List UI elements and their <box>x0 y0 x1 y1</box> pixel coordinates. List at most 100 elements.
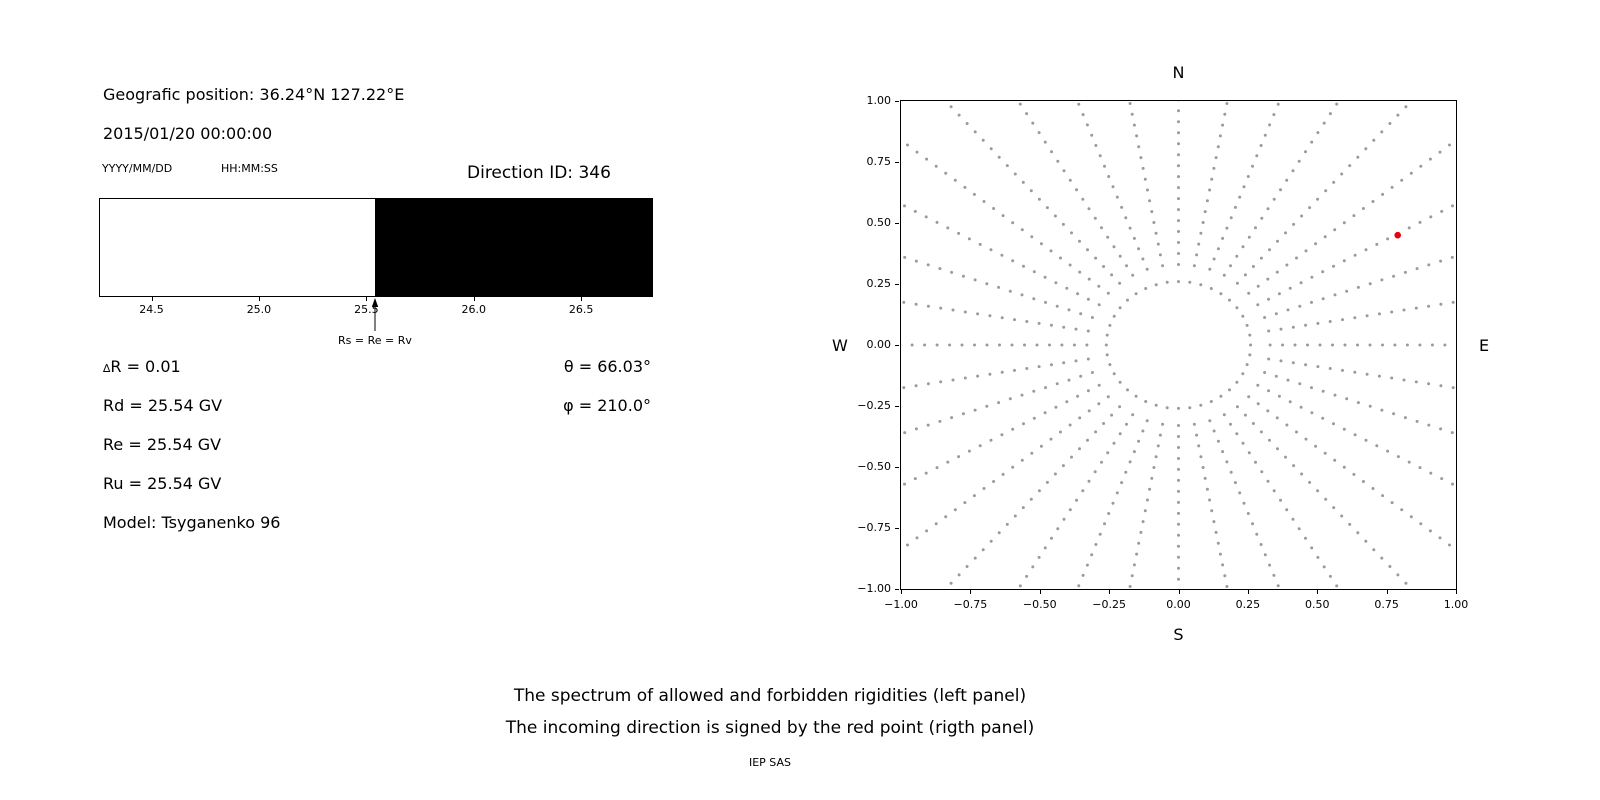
trajectory-point <box>1177 252 1180 255</box>
delta-r-value: R = 0.01 <box>110 357 181 376</box>
direction-id-text: Direction ID: 346 <box>467 163 611 183</box>
trajectory-point <box>924 471 928 475</box>
trajectory-point <box>915 536 919 540</box>
x-axis-tick-label: 0.50 <box>1305 598 1330 611</box>
trajectory-point <box>1020 228 1024 232</box>
trajectory-point <box>963 376 967 380</box>
trajectory-point <box>1212 166 1216 170</box>
trajectory-point <box>1407 460 1411 464</box>
trajectory-point <box>1304 249 1308 253</box>
trajectory-point <box>1060 343 1064 347</box>
trajectory-point <box>1308 480 1312 484</box>
trajectory-point <box>976 312 980 316</box>
trajectory-point <box>992 207 996 210</box>
trajectory-point <box>1342 221 1346 225</box>
trajectory-point <box>1381 343 1384 347</box>
trajectory-point <box>926 304 930 308</box>
trajectory-point <box>1054 281 1058 285</box>
trajectory-point <box>1266 479 1270 483</box>
trajectory-point <box>1324 189 1328 193</box>
trajectory-point <box>1404 105 1408 109</box>
trajectory-point <box>1276 239 1279 243</box>
trajectory-point <box>1154 403 1158 407</box>
trajectory-point <box>1333 458 1337 462</box>
trajectory-point <box>1388 122 1392 125</box>
trajectory-point <box>1233 481 1237 485</box>
trajectory-point <box>961 412 965 416</box>
trajectory-point <box>1348 522 1352 526</box>
trajectory-point <box>1177 478 1180 482</box>
trajectory-point <box>1208 419 1212 423</box>
trajectory-point <box>1065 286 1069 290</box>
y-axis-tick <box>895 162 899 163</box>
trajectory-point <box>946 460 950 464</box>
trajectory-point <box>939 380 943 384</box>
trajectory-point <box>1030 235 1034 239</box>
trajectory-point <box>1328 320 1332 323</box>
trajectory-point <box>1177 230 1180 233</box>
trajectory-point <box>973 556 977 560</box>
trajectory-point <box>1272 197 1276 201</box>
trajectory-point <box>1256 284 1260 288</box>
trajectory-point <box>1364 539 1368 543</box>
trajectory-point <box>1005 164 1009 168</box>
trajectory-point <box>934 164 938 168</box>
trajectory-point <box>1229 264 1232 268</box>
trajectory-point <box>1235 405 1239 409</box>
trajectory-point <box>1010 343 1014 347</box>
trajectory-point <box>1316 197 1320 201</box>
y-axis-tick-label: −0.25 <box>857 399 891 412</box>
trajectory-point <box>1266 207 1270 211</box>
trajectory-point <box>1177 153 1180 157</box>
trajectory-point <box>1242 185 1246 189</box>
y-axis-tick <box>895 101 899 102</box>
trajectory-point <box>1272 573 1276 577</box>
trajectory-point <box>1428 529 1432 533</box>
trajectory-point <box>1375 444 1379 448</box>
trajectory-point <box>1137 247 1141 251</box>
trajectory-point <box>1075 188 1078 192</box>
x-axis-tick-label: 1.00 <box>1443 598 1469 611</box>
trajectory-point <box>1428 157 1432 161</box>
trajectory-point <box>1079 374 1083 378</box>
spectrum-x-tick <box>581 297 583 301</box>
trajectory-point <box>1297 527 1301 531</box>
y-axis-tick-label: −1.00 <box>857 582 891 595</box>
trajectory-point <box>1390 501 1394 505</box>
trajectory-point <box>1148 199 1152 203</box>
y-axis-tick-label: 0.25 <box>866 277 892 290</box>
trajectory-point <box>903 431 907 435</box>
trajectory-point <box>1272 489 1276 493</box>
trajectory-point <box>1316 131 1320 135</box>
trajectory-point <box>1216 145 1220 149</box>
trajectory-point <box>1352 214 1356 218</box>
trajectory-point <box>1300 214 1304 218</box>
trajectory-point <box>1335 102 1339 106</box>
trajectory-point <box>1295 430 1298 434</box>
trajectory-point <box>1074 359 1078 363</box>
trajectory-point <box>1328 112 1332 116</box>
trajectory-point <box>972 494 976 498</box>
trajectory-point <box>914 302 918 306</box>
trajectory-point <box>1285 178 1289 182</box>
trajectory-point <box>1318 343 1322 347</box>
trajectory-point <box>957 455 961 459</box>
trajectory-point <box>967 237 971 241</box>
trajectory-point <box>1087 479 1091 483</box>
trajectory-point <box>1371 200 1375 203</box>
trajectory-point <box>1333 293 1337 297</box>
trajectory-point <box>1000 433 1004 437</box>
trajectory-point <box>1005 522 1009 526</box>
trajectory-point <box>1279 498 1282 502</box>
trajectory-point <box>1094 543 1098 546</box>
trajectory-point <box>989 147 993 151</box>
trajectory-point <box>1090 553 1094 557</box>
x-axis-tick-label: −0.50 <box>1022 598 1057 611</box>
trajectory-point <box>1377 374 1381 378</box>
trajectory-point <box>1021 180 1025 184</box>
trajectory-point <box>1177 511 1180 515</box>
trajectory-point <box>1418 343 1422 347</box>
trajectory-point <box>1062 517 1066 521</box>
trajectory-point <box>1281 343 1285 347</box>
trajectory-point <box>1124 216 1128 220</box>
